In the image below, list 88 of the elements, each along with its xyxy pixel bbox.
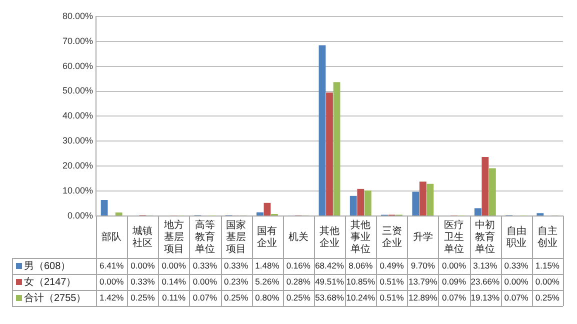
y-tick-label: 70.00% [62,36,93,46]
legend-label: 合计（2755） [24,292,86,304]
data-label: 0.00% [535,276,560,286]
data-label: 49.51% [315,276,344,286]
x-tick-label: 三资企业 [382,224,402,249]
data-label: 0.07% [442,292,467,302]
data-label: 0.09% [442,276,467,286]
data-label: 1.42% [100,292,124,302]
bar [412,192,420,216]
x-tick-label: 升学 [412,230,433,243]
bar [333,82,340,216]
data-label: 19.13% [470,292,500,302]
data-label: 0.00% [162,260,186,270]
y-tick-label: 30.00% [62,136,93,146]
data-label: 0.00% [504,276,529,286]
data-label: 0.00% [442,260,467,270]
x-tick-label: 高等教育单位 [194,218,215,255]
data-label: 0.49% [380,260,404,270]
bar [474,208,482,216]
data-label: 1.48% [255,260,280,270]
data-label: 0.23% [224,276,249,286]
bar [256,212,264,216]
data-label: 0.07% [504,292,529,302]
data-label: 12.89% [408,292,438,302]
data-label: 0.00% [130,260,156,270]
legend-label: 女（2147） [24,276,76,288]
data-label: 6.41% [100,260,124,270]
y-tick-label: 20.00% [62,160,93,171]
bar [318,45,326,216]
data-label: 0.25% [535,292,560,302]
bar [115,212,122,216]
data-label: 68.42% [315,260,344,270]
data-label: 10.24% [346,292,376,302]
data-label: 0.11% [162,292,186,302]
data-label: 0.51% [380,292,404,302]
x-tick-label: 其他企业 [320,224,340,249]
x-tick-label: 其他事业单位 [350,218,371,255]
x-tick-label: 中初教育单位 [475,218,496,255]
data-label: 0.25% [130,292,156,302]
x-tick-label: 国家基层项目 [226,218,246,255]
data-label: 10.85% [346,276,376,286]
x-tick-label: 城镇社区 [132,224,153,249]
data-label: 13.79% [408,276,438,286]
bar [357,188,364,216]
data-label: 0.16% [286,260,311,270]
x-tick-label: 地方基层项目 [162,218,184,255]
data-label: 1.15% [535,260,560,270]
y-tick-label: 40.00% [62,110,93,121]
data-label: 23.66% [470,276,500,286]
x-tick-label: 自主创业 [537,224,558,249]
bar [419,182,426,216]
bar [482,156,489,216]
x-tick-label: 医疗卫生单位 [444,218,464,255]
bar [426,184,434,216]
data-label: 5.26% [255,276,280,286]
x-tick-label: 国有企业 [257,224,278,249]
data-label: 0.25% [224,292,249,302]
data-label: 8.06% [348,260,374,270]
y-tick-label: 0.00% [67,210,93,220]
data-label: 0.33% [224,260,249,270]
data-label: 53.68% [315,292,344,302]
data-label: 0.00% [192,276,218,286]
bar [364,190,372,216]
y-tick-label: 50.00% [62,86,93,96]
x-tick-label: 自由职业 [506,224,526,249]
legend-label: 男（608） [24,260,71,272]
data-label: 0.33% [130,276,156,286]
y-tick-label: 60.00% [62,60,93,71]
data-label: 0.00% [100,276,124,286]
y-tick-label: 10.00% [62,186,93,196]
data-label: 0.07% [192,292,218,302]
x-tick-label: 部队 [102,230,122,243]
data-label: 0.28% [286,276,311,286]
data-label: 0.51% [380,276,404,286]
data-label: 0.14% [162,276,186,286]
bar [264,202,271,216]
bar [488,168,496,216]
x-tick-label: 机关 [288,230,308,243]
y-tick-label: 80.00% [62,10,93,21]
data-label: 9.70% [410,260,436,270]
data-label: 0.25% [286,292,311,302]
data-label: 3.13% [473,260,498,270]
bar [350,196,357,216]
bar [100,200,108,216]
bar [326,92,333,216]
data-label: 0.33% [192,260,218,270]
data-label: 0.33% [504,260,529,270]
data-label: 0.80% [255,292,280,302]
